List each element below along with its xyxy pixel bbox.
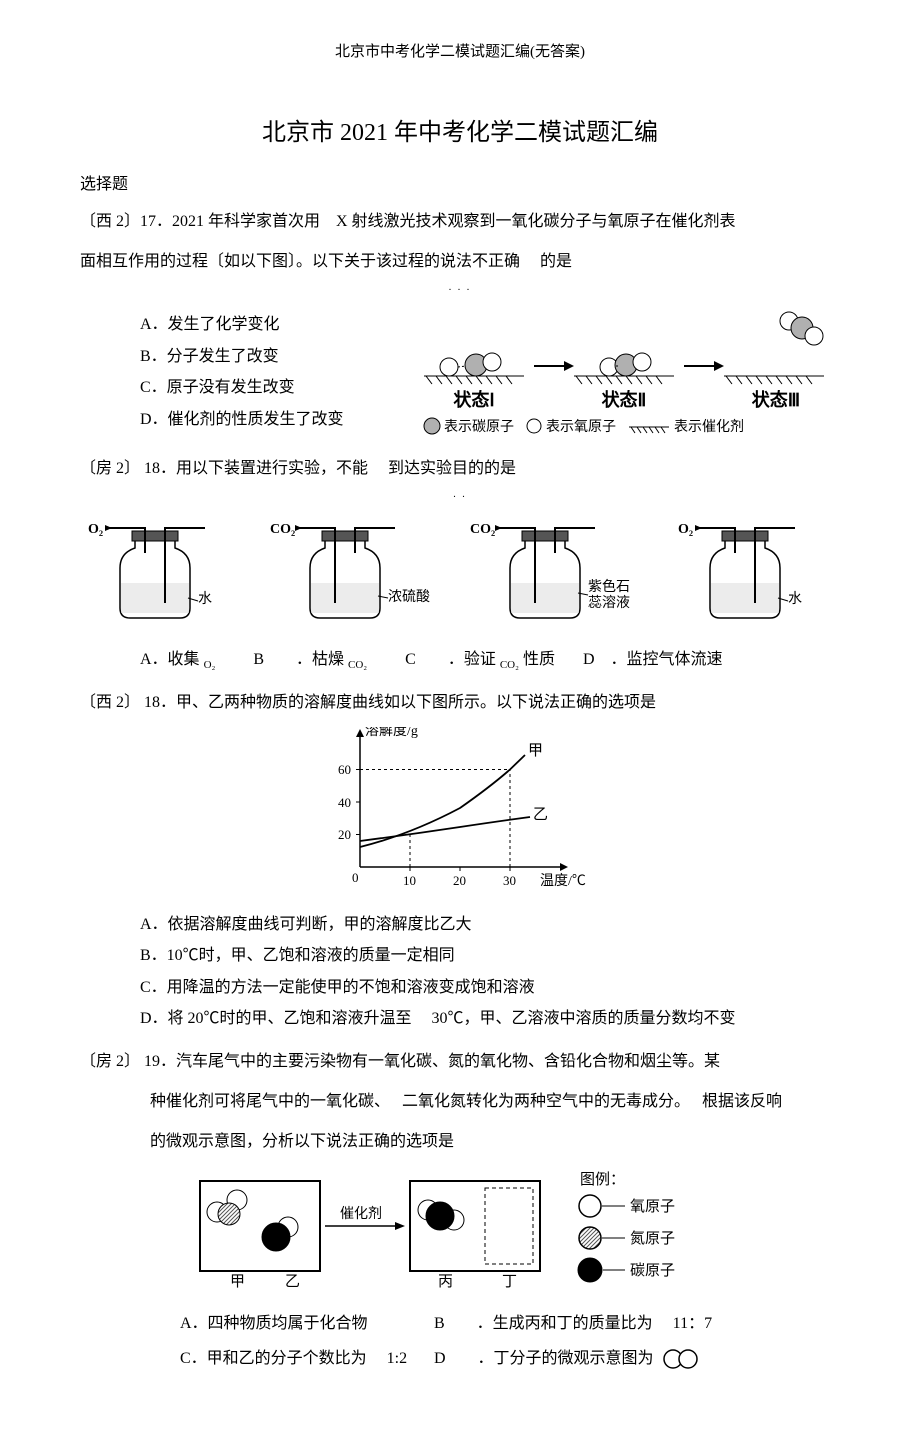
q19-optD-icon [658, 1348, 708, 1370]
yi-label: 乙 [533, 807, 548, 823]
bottleA-gas: O₂ [88, 522, 103, 537]
q18a-optC-pre: C ．验证 [405, 651, 496, 668]
document-page: 北京市中考化学二模试题汇编(无答案) 北京市 2021 年中考化学二模试题汇编 … [0, 0, 920, 1432]
page-header: 北京市中考化学二模试题汇编(无答案) [80, 40, 840, 64]
bottleB-gas: CO₂ [270, 522, 295, 537]
q17-optA: A．发生了化学变化 [140, 312, 410, 338]
q17-options: A．发生了化学变化 B．分子发生了改变 C．原子没有发生改变 D．催化剂的性质发… [80, 306, 410, 438]
q19-row1: A．四种物质均属于化合物 B ．生成丙和丁的质量比为 11：7 [180, 1311, 840, 1337]
bottleA-liq: 水 [198, 591, 212, 607]
q18a-text: 〔房 2〕 18．用以下装置进行实验，不能 到达实验目的的是 [80, 460, 516, 477]
q18b-optD: D．将 20℃时的甲、乙饱和溶液升温至 30℃，甲、乙溶液中溶质的质量分数均不变 [140, 1006, 840, 1032]
q18a-bottles: O₂ 水 CO₂ 浓硫酸 CO₂ [80, 513, 840, 642]
legend-oxygen: 表示氧原子 [546, 419, 616, 435]
q18a-optC-sub: CO₂ [500, 659, 519, 671]
q18b-chart: 溶解度/g 温度/℃ 20 40 60 0 10 20 30 甲 [80, 727, 840, 906]
bottleC-liq2: 蕊溶液 [588, 595, 630, 611]
q19-legend-c: 碳原子 [630, 1262, 675, 1279]
q19-optA: A．四种物质均属于化合物 [180, 1311, 430, 1337]
bottleC-liq1: 紫色石 [588, 578, 630, 595]
y60: 60 [338, 762, 351, 777]
q18a-options: A．收集 O₂ B ．枯燥 CO₂ C ．验证 CO₂ 性质 D ．监控气体流速 [140, 647, 840, 675]
q17-row: A．发生了化学变化 B．分子发生了改变 C．原子没有发生改变 D．催化剂的性质发… [80, 306, 840, 445]
x30: 30 [503, 873, 516, 888]
q19-jia: 甲 [230, 1274, 245, 1290]
jia-label: 甲 [528, 743, 543, 759]
state1-label: 状态Ⅰ [453, 389, 494, 410]
q19-optC: C．甲和乙的分子个数比为 1:2 [180, 1346, 430, 1372]
q19-legend-title: 图例： [580, 1171, 625, 1188]
q19-ding: 丁 [502, 1274, 517, 1290]
q17-optC: C．原子没有发生改变 [140, 375, 410, 401]
ylabel: 溶解度/g [365, 727, 418, 739]
q19-yi: 乙 [285, 1274, 300, 1290]
dots-decoration: . . . [80, 278, 840, 298]
dots-decoration2: . . [80, 485, 840, 505]
q17-svg: 状态Ⅰ 状态Ⅱ [414, 306, 834, 436]
q18a-line: 〔房 2〕 18．用以下装置进行实验，不能 到达实验目的的是 . . [80, 453, 840, 505]
q18a-optB-sub: CO₂ [348, 659, 367, 671]
q18b-optB: B．10℃时，甲、乙饱和溶液的质量一定相同 [140, 943, 840, 969]
q17-line2: 面相互作用的过程〔如以下图〕。以下关于该过程的说法不正确 的是 . . . [80, 246, 840, 298]
q19-svg: 甲 乙 催化剂 丙 丁 图例： 氧原子 氮原子 [180, 1166, 740, 1296]
document-title: 北京市 2021 年中考化学二模试题汇编 [80, 114, 840, 152]
q18a-optC-post: 性质 [523, 651, 555, 668]
q19-legend-n: 氮原子 [630, 1230, 675, 1247]
q19-row2: C．甲和乙的分子个数比为 1:2 D ．丁分子的微观示意图为 [180, 1346, 840, 1372]
y40: 40 [338, 795, 351, 810]
x10: 10 [403, 873, 416, 888]
q19-line2: 种催化剂可将尾气中的一氧化碳、 二氧化氮转化为两种空气中的无毒成分。 根据该反响 [150, 1086, 840, 1118]
q17-optB: B．分子发生了改变 [140, 344, 410, 370]
bottleB-liq: 浓硫酸 [388, 589, 430, 605]
xlabel: 温度/℃ [540, 873, 586, 889]
legend-carbon: 表示碳原子 [444, 419, 514, 435]
state2-label: 状态Ⅱ [602, 389, 647, 410]
x20: 20 [453, 873, 466, 888]
q17-line2-text: 面相互作用的过程〔如以下图〕。以下关于该过程的说法不正确 的是 [80, 253, 572, 270]
q18b-optA: A．依据溶解度曲线可判断，甲的溶解度比乙大 [140, 912, 840, 938]
q19-line3: 的微观示意图，分析以下说法正确的选项是 [150, 1126, 840, 1158]
q18b-optC: C．用降温的方法一定能使甲的不饱和溶液变成饱和溶液 [140, 975, 840, 1001]
state3-label: 状态Ⅲ [752, 389, 800, 410]
q17-optD: D．催化剂的性质发生了改变 [140, 407, 410, 433]
q17-diagram: 状态Ⅰ 状态Ⅱ [414, 306, 834, 445]
q18a-optA-pre: A．收集 [140, 651, 200, 668]
solubility-svg: 溶解度/g 温度/℃ 20 40 60 0 10 20 30 甲 [310, 727, 610, 897]
q18a-optA-sub: O₂ [204, 659, 216, 671]
q18b-line: 〔西 2〕 18．甲、乙两种物质的溶解度曲线如以下图所示。以下说法正确的选项是 [80, 687, 840, 719]
q17-line1: 〔西 2〕17．2021 年科学家首次用 X 射线激光技术观察到一氧化碳分子与氧… [80, 206, 840, 238]
y20: 20 [338, 827, 351, 842]
q19-cat: 催化剂 [340, 1206, 382, 1222]
bottleC-gas: CO₂ [470, 522, 495, 537]
q19-diagram: 甲 乙 催化剂 丙 丁 图例： 氧原子 氮原子 [80, 1166, 840, 1305]
q19-line1: 〔房 2〕 19．汽车尾气中的主要污染物有一氧化碳、氮的氧化物、含铅化合物和烟尘… [80, 1046, 840, 1078]
x0: 0 [352, 870, 359, 885]
q18a-optD: D ．监控气体流速 [583, 651, 723, 668]
bottleD-gas: O₂ [678, 522, 693, 537]
bottles-svg: O₂ 水 CO₂ 浓硫酸 CO₂ [80, 513, 840, 633]
section-heading: 选择题 [80, 172, 840, 198]
q19-optD: D ．丁分子的微观示意图为 [434, 1350, 654, 1367]
legend-catalyst: 表示催化剂 [674, 419, 744, 435]
q18a-optB-pre: B ．枯燥 [253, 651, 344, 668]
q19-legend-o: 氧原子 [630, 1198, 675, 1215]
q19-bing: 丙 [438, 1274, 453, 1290]
q19-optB: B ．生成丙和丁的质量比为 11：7 [434, 1315, 712, 1332]
bottleD-liq: 水 [788, 591, 802, 607]
